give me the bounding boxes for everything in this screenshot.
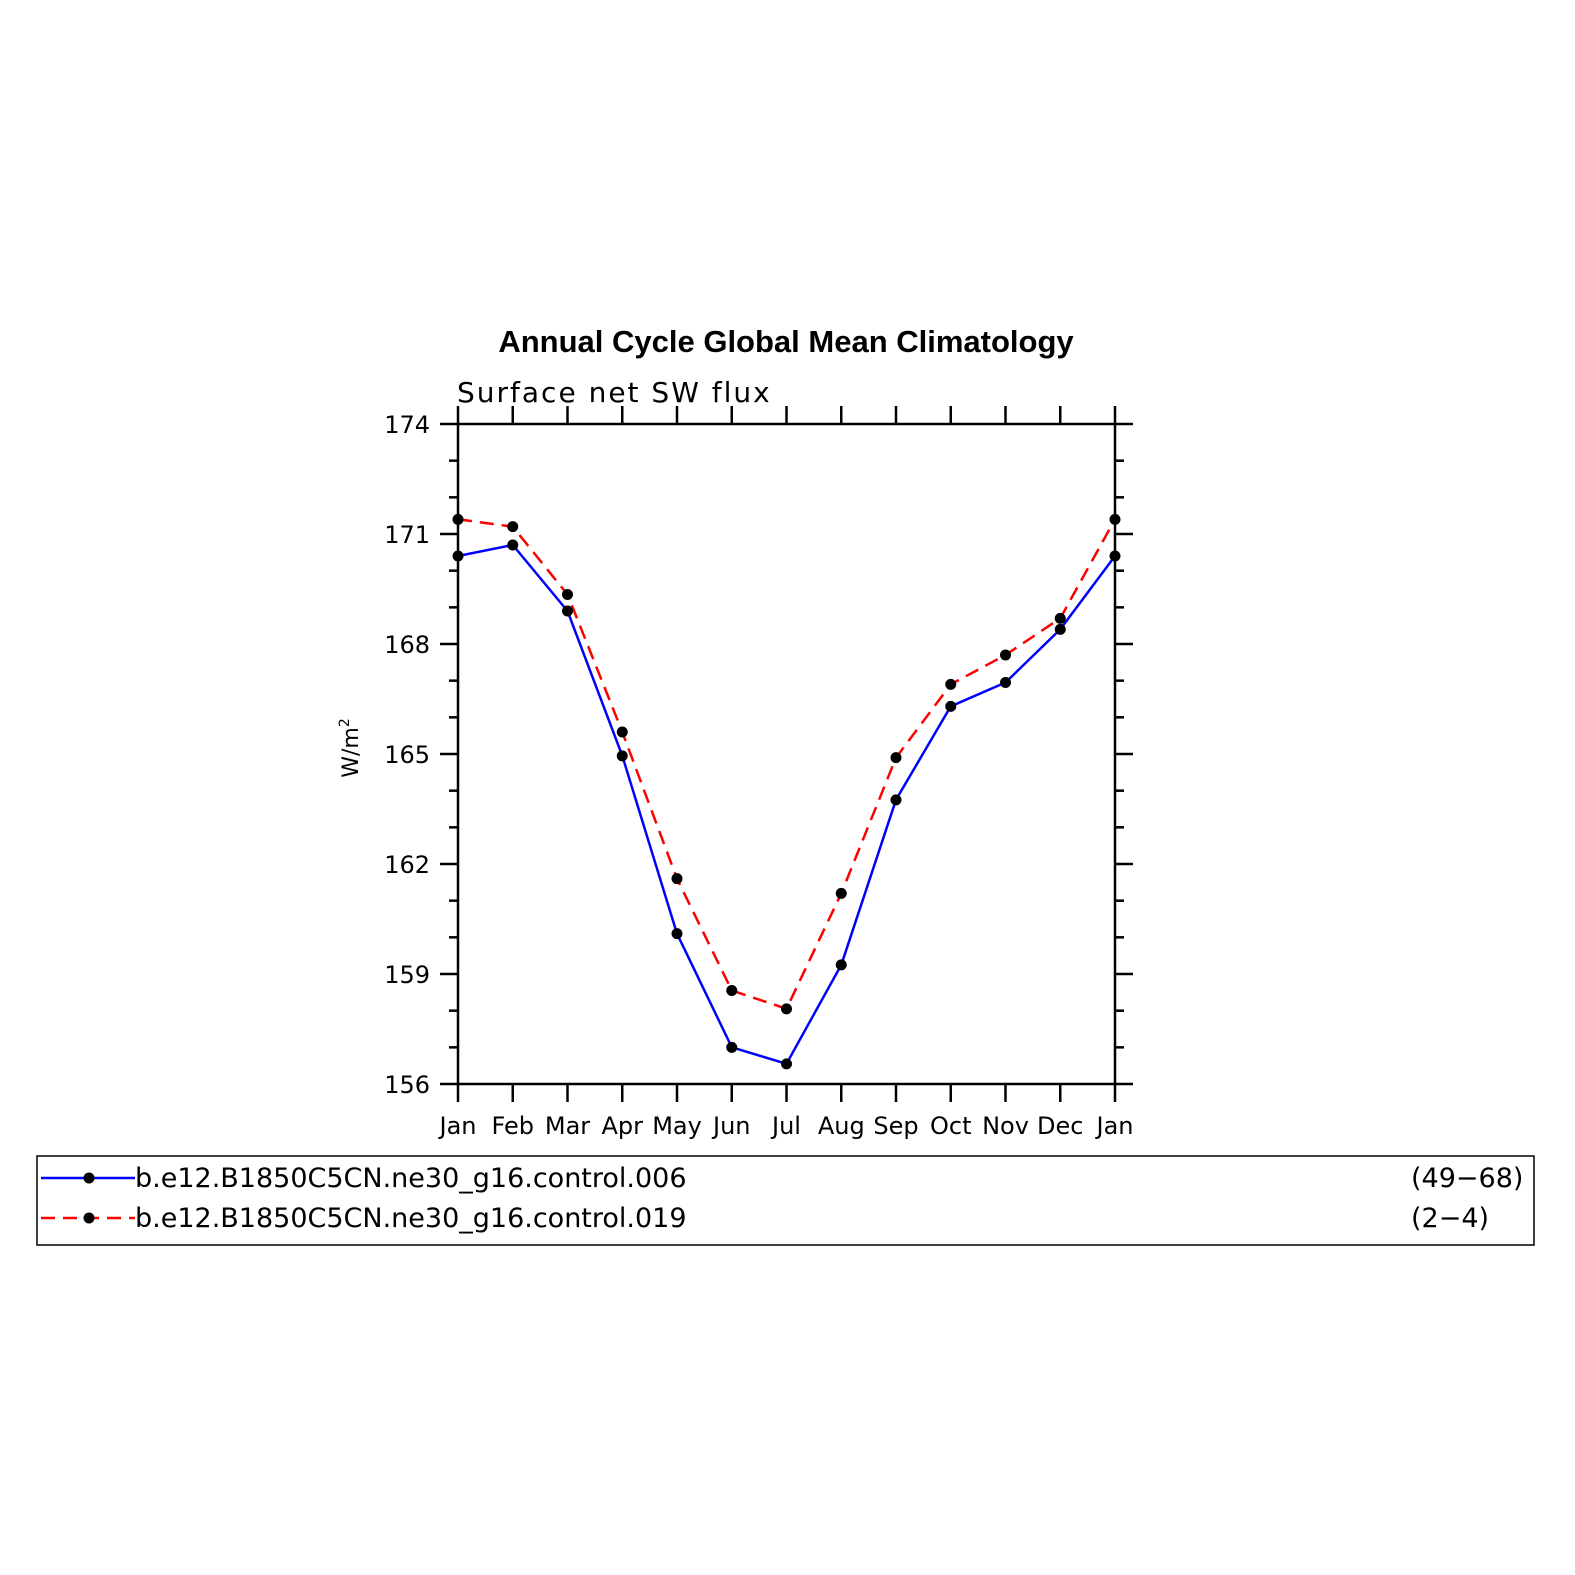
y-tick-label: 171: [384, 521, 430, 549]
series-1-point: [835, 959, 847, 971]
x-tick-label: Aug: [818, 1112, 865, 1140]
x-tick-label: Mar: [545, 1112, 590, 1140]
series-2-point: [1109, 513, 1121, 525]
x-tick-label: Jul: [770, 1112, 801, 1140]
legend-series-name: b.e12.B1850C5CN.ne30_g16.control.006: [135, 1163, 687, 1194]
chart-subtitle: Surface net SW flux: [457, 376, 772, 409]
x-tick-label: Nov: [982, 1112, 1029, 1140]
plot-area: 156 159 162 165 168 171 174 Jan Feb Mar Apr May Jun J…: [384, 406, 1134, 1140]
legend-box: [36, 1155, 1535, 1246]
series-1-point: [671, 928, 683, 940]
legend-series-years: (49−68): [1411, 1163, 1523, 1194]
x-tick-label: May: [652, 1112, 702, 1140]
y-tick-label: 162: [384, 851, 430, 879]
series-1-point: [507, 539, 519, 551]
legend-marker-1: [83, 1172, 95, 1184]
legend-marker-2: [83, 1212, 95, 1224]
series-2-point: [562, 589, 573, 600]
series-line-1: [457, 543, 1117, 1066]
series-1-point: [452, 550, 464, 562]
y-tick-label: 159: [384, 961, 430, 989]
x-tick-label: Jan: [438, 1112, 477, 1140]
y-tick-label: 168: [384, 631, 430, 659]
series-1-point: [1054, 623, 1066, 635]
series-line-2: [457, 518, 1117, 1011]
x-tick-label: Apr: [601, 1112, 643, 1140]
x-tick-label: Oct: [930, 1112, 972, 1140]
legend: b.e12.B1850C5CN.ne30_g16.control.006 (49−…: [36, 1155, 1535, 1246]
series-2-point: [726, 985, 738, 996]
x-tick-label: Jun: [711, 1112, 751, 1140]
series-2-point: [1000, 649, 1011, 661]
series-2-point: [616, 726, 628, 738]
y-tick-label: 156: [384, 1071, 430, 1099]
plot-frame: [456, 422, 1117, 1086]
series-2-point: [671, 873, 683, 885]
y-axis-label-superscript: 2: [337, 718, 353, 727]
series-2-point: [890, 752, 902, 764]
x-tick-label: Feb: [492, 1112, 535, 1140]
series-2-point: [835, 887, 847, 899]
series-1-point: [781, 1058, 792, 1070]
legend-series-years: (2−4): [1411, 1203, 1489, 1234]
x-tick-label: Jan: [1095, 1112, 1134, 1140]
series-1-point: [562, 605, 573, 617]
chart-title: Annual Cycle Global Mean Climatology: [498, 324, 1074, 359]
x-tick-label: Dec: [1037, 1112, 1083, 1140]
series-2-point: [507, 521, 519, 533]
series-2-point: [781, 1003, 792, 1015]
y-axis-label-text: W/m: [339, 727, 364, 778]
y-axis-label: W/m2: [337, 718, 364, 778]
series-1-point: [616, 750, 628, 762]
series-2-point: [945, 678, 957, 690]
y-tick-label: 174: [384, 411, 430, 439]
series-2-point: [452, 513, 464, 525]
legend-series-name: b.e12.B1850C5CN.ne30_g16.control.019: [135, 1203, 687, 1234]
series-2-point: [1054, 612, 1066, 624]
y-tick-label: 165: [384, 741, 430, 769]
series-1-point: [726, 1041, 738, 1053]
x-tick-label: Sep: [873, 1112, 918, 1140]
series-1-point: [1109, 550, 1121, 562]
series-1-point: [1000, 677, 1011, 688]
series-1-point: [945, 700, 957, 712]
series-1-point: [890, 794, 902, 806]
